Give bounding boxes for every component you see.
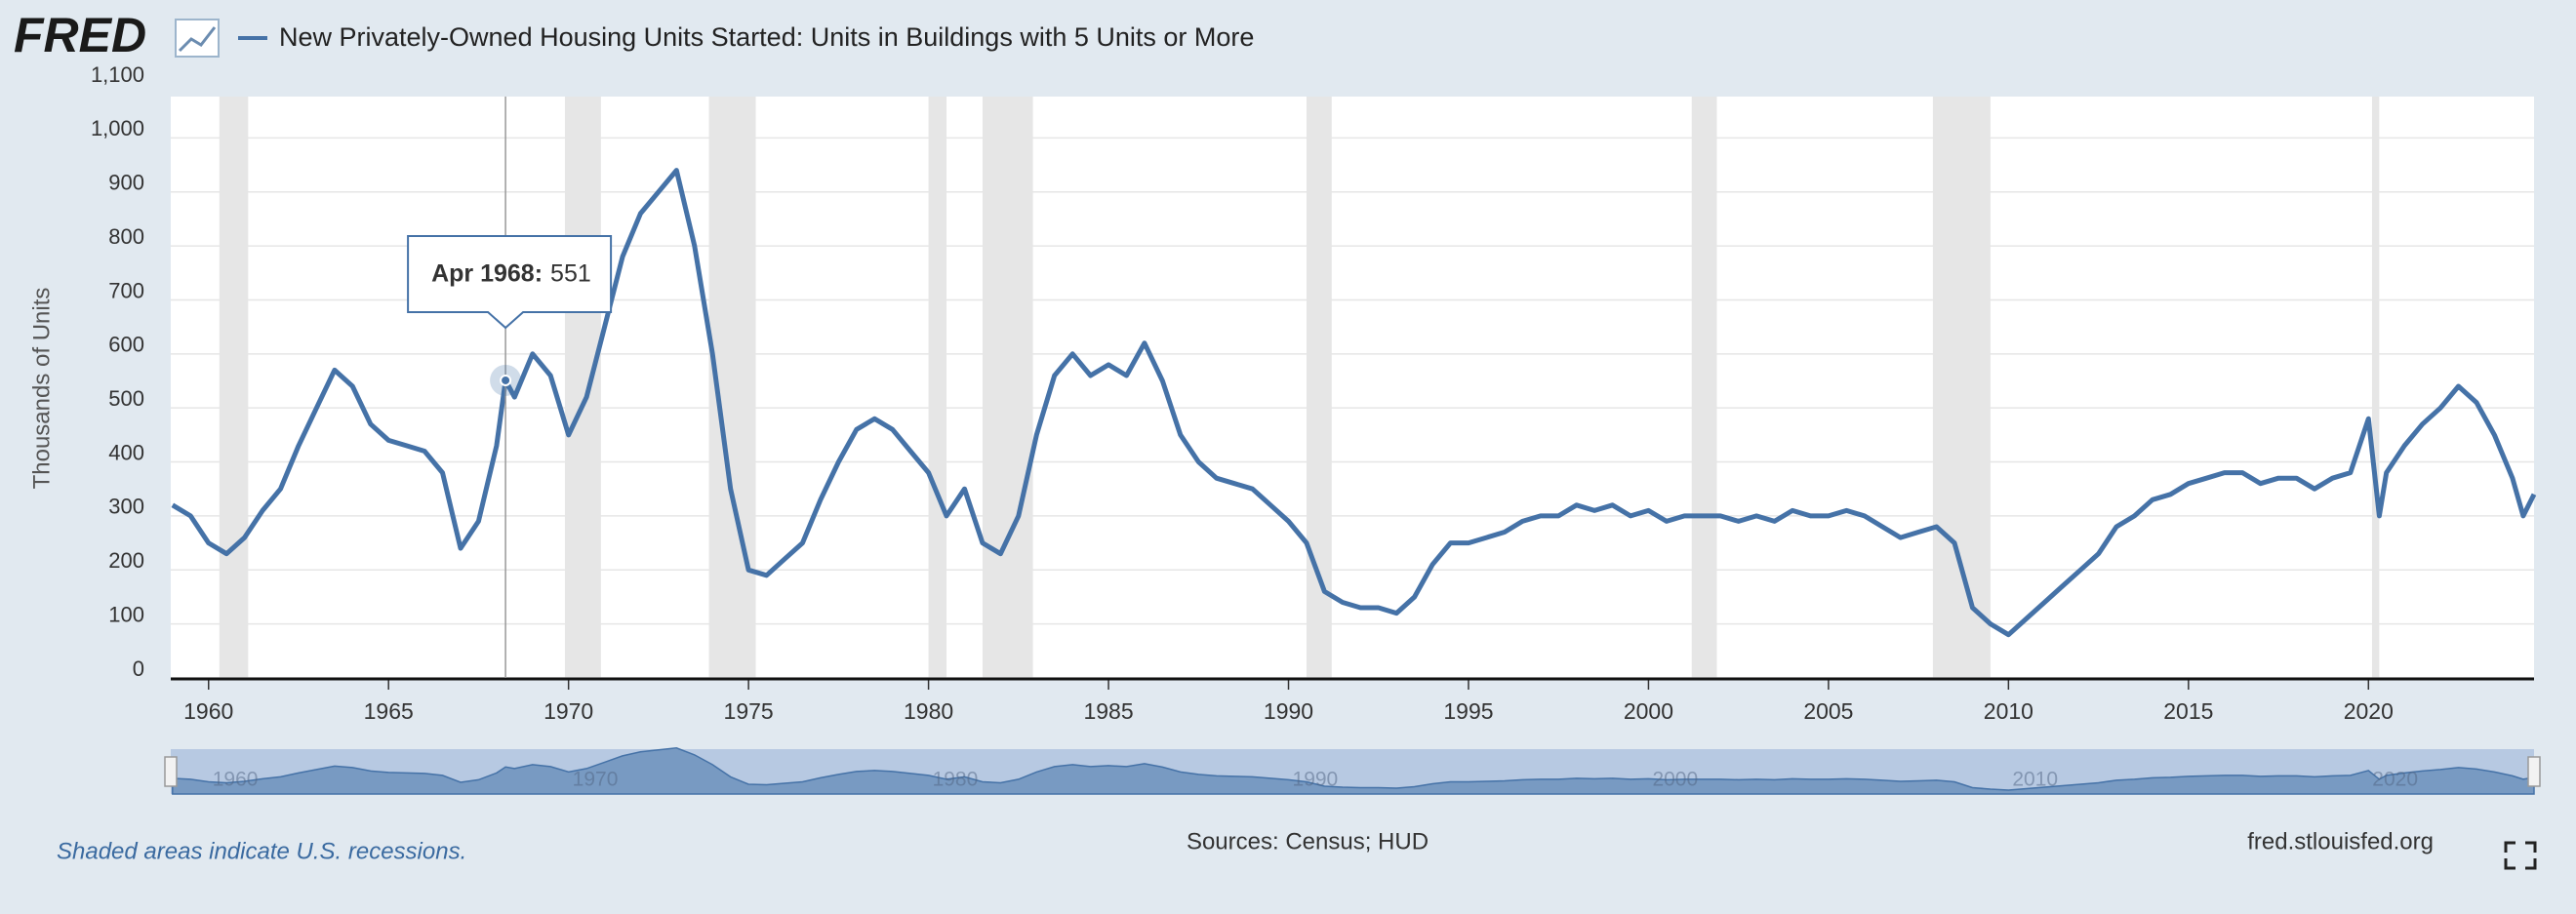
navigator-tick-label: 2010 xyxy=(2012,769,2058,791)
y-tick-label: 800 xyxy=(108,224,144,249)
hover-point xyxy=(500,374,512,386)
x-tick-label: 1970 xyxy=(543,698,593,724)
recession-band xyxy=(928,97,947,678)
tooltip-value: 551 xyxy=(550,260,591,288)
fullscreen-icon[interactable] xyxy=(2504,841,2537,870)
navigator-handle[interactable] xyxy=(164,756,178,787)
recession-band xyxy=(564,97,601,678)
navigator-tick-label: 1990 xyxy=(1293,769,1339,791)
recession-band xyxy=(982,97,1033,678)
x-tick-label: 2000 xyxy=(1624,698,1673,724)
navigator-handle[interactable] xyxy=(2527,756,2541,787)
y-axis-label: Thousands of Units xyxy=(28,288,55,490)
y-tick-label: 300 xyxy=(108,495,144,519)
y-tick-label: 0 xyxy=(133,656,144,681)
series-line xyxy=(171,168,2537,638)
logo-icon xyxy=(175,19,220,58)
y-tick-label: 1,100 xyxy=(91,62,144,87)
y-tick-label: 200 xyxy=(108,548,144,573)
tooltip-date: Apr 1968: xyxy=(431,260,543,288)
recession-band xyxy=(1691,97,1717,678)
x-tick-label: 1980 xyxy=(904,698,953,724)
x-tick-label: 2015 xyxy=(2163,698,2213,724)
x-tick-label: 1990 xyxy=(1264,698,1313,724)
navigator-tick-label: 2000 xyxy=(1652,769,1698,791)
x-tick-label: 1960 xyxy=(183,698,233,724)
y-tick-label: 700 xyxy=(108,278,144,302)
recession-band xyxy=(2371,97,2380,678)
navigator-tick-label: 2020 xyxy=(2372,769,2418,791)
x-tick-label: 2020 xyxy=(2344,698,2394,724)
sources: Sources: Census; HUD xyxy=(1187,828,1429,854)
x-tick-label: 2005 xyxy=(1803,698,1853,724)
x-tick-label: 2010 xyxy=(1984,698,2033,724)
navigator-series xyxy=(172,747,2535,795)
recession-band xyxy=(219,97,249,678)
navigator-tick-label: 1960 xyxy=(213,769,259,791)
x-tick-label: 1965 xyxy=(364,698,414,724)
y-tick-label: 500 xyxy=(108,386,144,411)
recession-band xyxy=(1932,97,1991,678)
y-tick-label: 400 xyxy=(108,440,144,464)
y-tick-label: 100 xyxy=(108,602,144,626)
x-tick-label: 1975 xyxy=(724,698,774,724)
legend-label: New Privately-Owned Housing Units Starte… xyxy=(279,22,1254,52)
logo[interactable]: FRED xyxy=(14,8,146,62)
tooltip-box xyxy=(407,235,613,330)
navigator-tick-label: 1970 xyxy=(573,769,619,791)
y-tick-label: 1,000 xyxy=(91,116,144,140)
y-tick-label: 600 xyxy=(108,333,144,357)
x-tick-label: 1985 xyxy=(1083,698,1133,724)
y-tick-label: 900 xyxy=(108,171,144,195)
plot: 0 100 200 300 400 500 600 700 800 900 1,000 1,100 19… xyxy=(91,62,2541,795)
x-tick-label: 1995 xyxy=(1443,698,1493,724)
recession-note: Shaded areas indicate U.S. recessions. xyxy=(57,838,466,864)
site[interactable]: fred.stlouisfed.org xyxy=(2247,828,2434,854)
plot-area xyxy=(171,97,2534,678)
navigator-tick-label: 1980 xyxy=(933,769,979,791)
